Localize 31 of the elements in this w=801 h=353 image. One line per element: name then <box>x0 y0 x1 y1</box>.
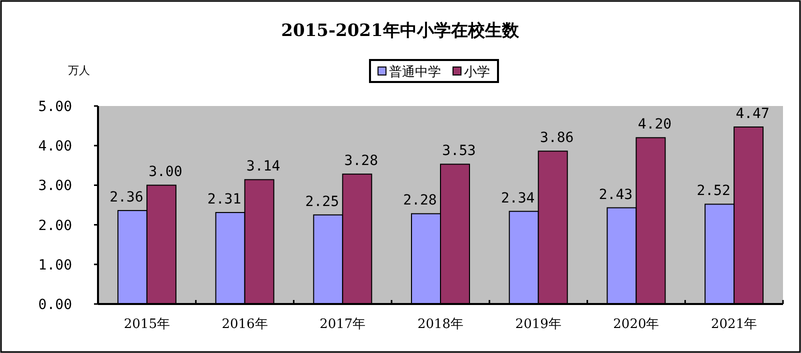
y-tick-label: 5.00 <box>38 99 72 115</box>
data-label: 3.00 <box>148 164 182 180</box>
legend-label: 小学 <box>464 65 490 80</box>
y-tick-label: 4.00 <box>38 138 72 155</box>
x-tick-label: 2019年 <box>515 317 562 332</box>
data-label: 3.14 <box>246 158 280 175</box>
x-tick-label: 2016年 <box>222 317 268 332</box>
x-tick-label: 2021年 <box>711 317 758 332</box>
data-label: 2.31 <box>207 192 242 208</box>
x-tick-label: 2017年 <box>320 317 366 332</box>
data-label: 2.43 <box>598 186 633 203</box>
x-tick-label: 2018年 <box>417 317 464 332</box>
x-tick-label: 2020年 <box>613 317 660 332</box>
data-label: 3.86 <box>540 130 574 146</box>
y-tick-label: 3.00 <box>38 178 72 194</box>
data-label: 4.47 <box>736 106 770 122</box>
data-label: 2.36 <box>110 190 144 206</box>
data-label: 4.20 <box>638 116 672 133</box>
chart-title: 2015-2021年中小学在校生数 <box>281 21 520 41</box>
data-label: 3.28 <box>344 153 378 170</box>
y-tick-label: 2.00 <box>38 218 72 234</box>
data-label: 2.52 <box>696 183 730 200</box>
data-label: 2.25 <box>305 194 339 210</box>
data-label: 2.34 <box>501 190 535 206</box>
data-label: 3.53 <box>442 143 476 160</box>
y-tick-label: 0.00 <box>38 297 72 313</box>
y-tick-label: 1.00 <box>38 257 72 274</box>
x-tick-label: 2015年 <box>124 317 170 332</box>
y-axis-title: 万人 <box>68 64 90 77</box>
data-label: 2.28 <box>403 192 437 209</box>
legend-label: 普通中学 <box>389 64 441 80</box>
